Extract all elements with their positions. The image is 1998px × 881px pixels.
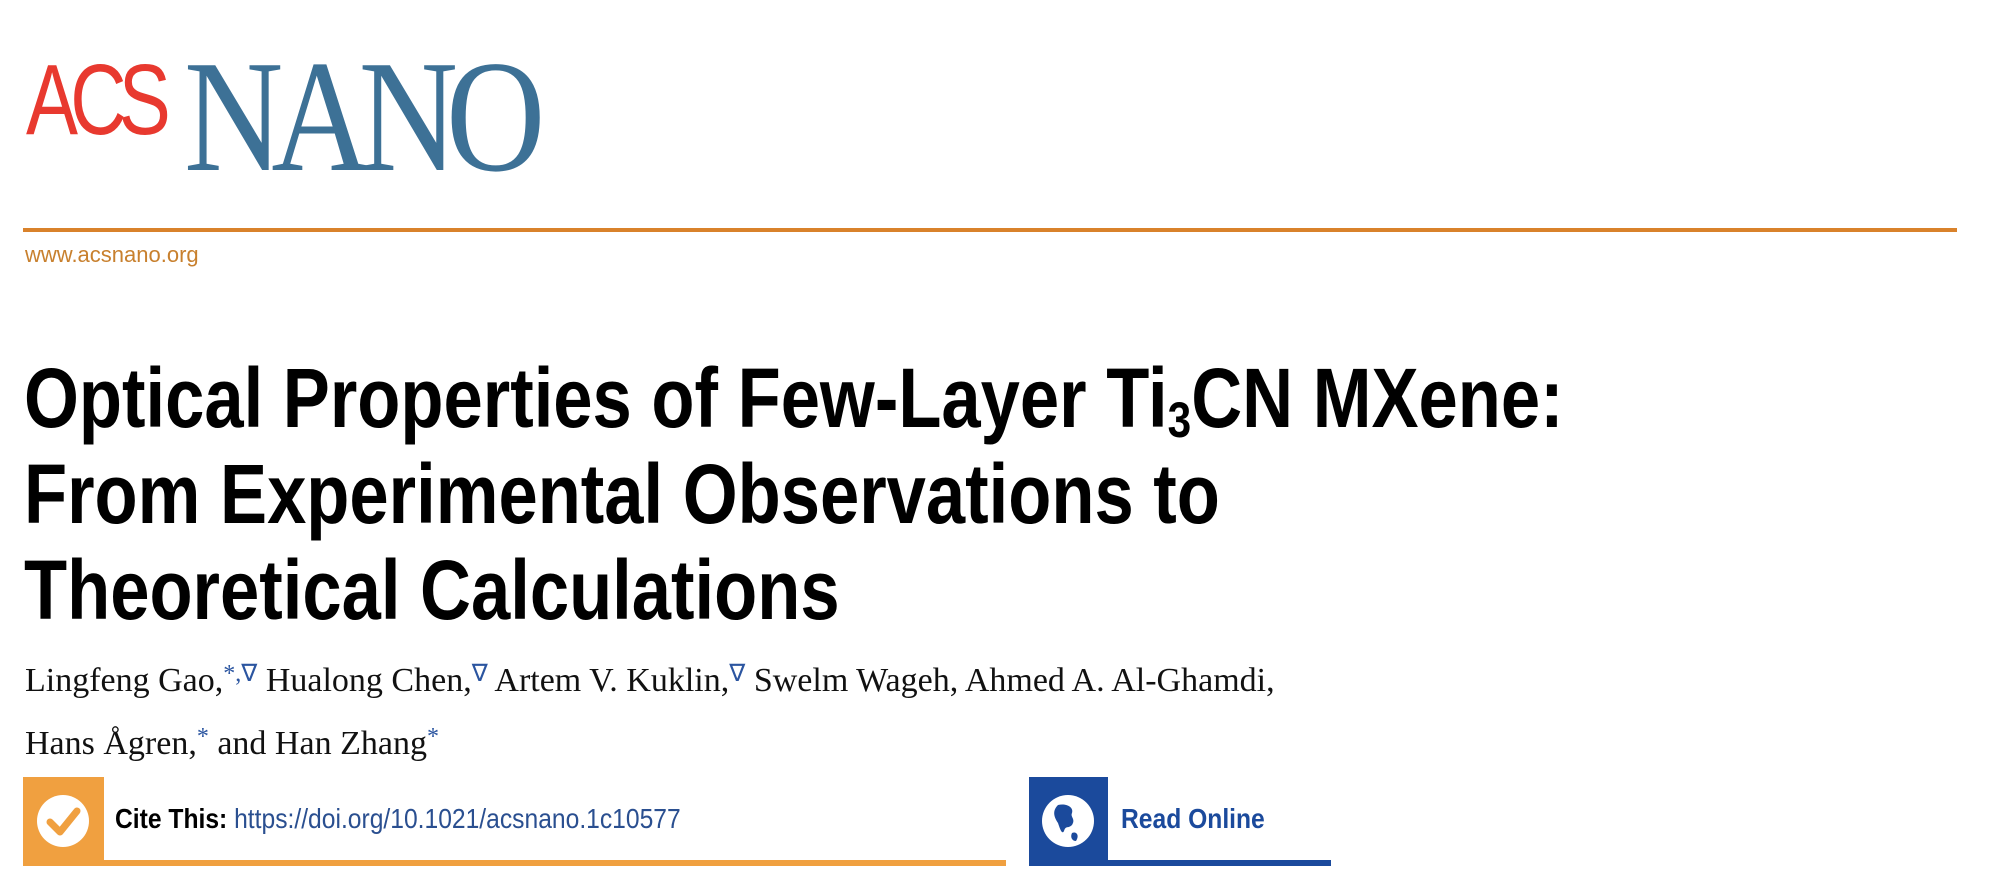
title-subscript: 3 [1167, 391, 1192, 449]
logo-nano: NANO [184, 27, 545, 205]
header-divider [23, 228, 1957, 232]
author[interactable]: Artem V. Kuklin, [494, 662, 730, 699]
doi-link[interactable]: https://doi.org/10.1021/acsnano.1c10577 [234, 803, 681, 834]
author-marks[interactable]: * [196, 724, 209, 750]
cite-underline [23, 860, 1006, 866]
author-marks[interactable]: ∇ [729, 661, 746, 687]
author[interactable]: Lingfeng Gao, [25, 662, 224, 699]
author[interactable]: Hualong Chen, [265, 662, 472, 699]
author-marks[interactable]: *,∇ [223, 661, 258, 687]
author-marks[interactable]: ∇ [471, 661, 488, 687]
cite-label-row: Cite This: https://doi.org/10.1021/acsna… [115, 803, 681, 835]
title-text: Optical Properties of Few-Layer Ti [24, 351, 1168, 445]
cite-this-bar: Cite This: https://doi.org/10.1021/acsna… [23, 777, 1006, 866]
checkmark-icon [37, 795, 89, 847]
journal-url-link[interactable]: www.acsnano.org [25, 242, 199, 267]
title-text: CN MXene: [1191, 351, 1564, 445]
author-list: Lingfeng Gao,*,∇ Hualong Chen,∇ Artem V.… [25, 646, 1275, 772]
cite-icon-box [23, 777, 104, 866]
journal-logo: ACS NANO [26, 30, 666, 196]
article-title: Optical Properties of Few-Layer Ti3CN MX… [24, 350, 1564, 638]
cite-label: Cite This: [115, 803, 228, 834]
author-marks[interactable]: * [426, 724, 439, 750]
read-online-label: Read Online [1121, 803, 1265, 834]
author[interactable]: Hans Ågren, [25, 725, 197, 762]
read-underline [1029, 860, 1331, 866]
title-line-3: Theoretical Calculations [24, 543, 840, 637]
read-icon-box [1029, 777, 1108, 866]
author[interactable]: and Han Zhang [217, 725, 427, 762]
logo-acs: ACS [26, 44, 171, 156]
read-online-button[interactable]: Read Online [1029, 777, 1331, 866]
author[interactable]: Swelm Wageh, Ahmed A. Al-Ghamdi, [753, 662, 1275, 699]
globe-icon [1042, 795, 1094, 847]
title-line-2: From Experimental Observations to [24, 447, 1220, 541]
